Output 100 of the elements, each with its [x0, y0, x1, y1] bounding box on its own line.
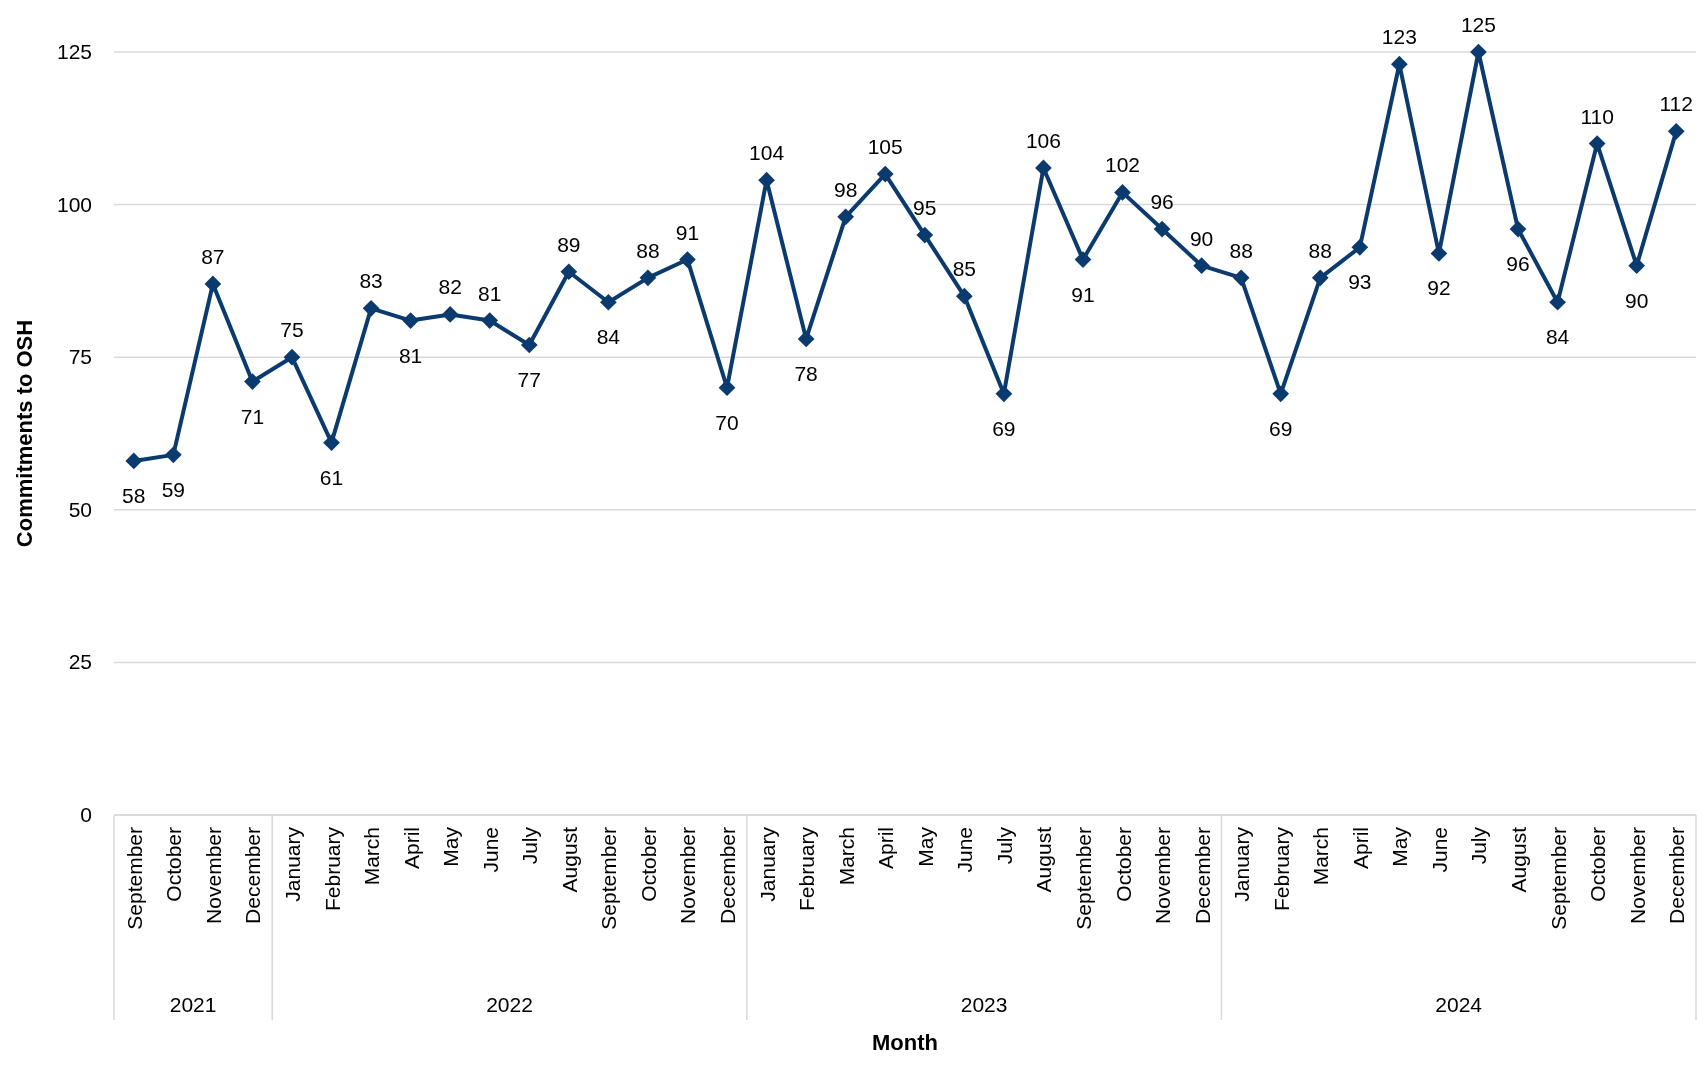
point — [797, 330, 815, 348]
point — [1035, 159, 1052, 177]
x-tick-label: February — [320, 826, 344, 912]
data-label: 69 — [992, 416, 1016, 440]
data-label: 84 — [596, 325, 621, 349]
x-tick-label: March — [360, 827, 384, 886]
text: 2024 — [1435, 993, 1483, 1016]
point — [481, 312, 499, 329]
data-label: 83 — [359, 269, 383, 293]
point — [560, 263, 578, 281]
data-label: 90 — [1189, 226, 1214, 250]
data-label: 59 — [161, 477, 185, 501]
x-tick-label: July — [1467, 826, 1491, 865]
data-label: 88 — [636, 238, 660, 262]
point — [995, 385, 1013, 403]
text: 2022 — [486, 993, 533, 1016]
x-tick-label: February — [1269, 826, 1293, 912]
data-label: 105 — [867, 135, 903, 159]
x-tick-label: December — [1190, 827, 1214, 924]
point — [1549, 293, 1566, 311]
data-label: 91 — [1071, 282, 1095, 306]
x-tick-label: June — [478, 827, 502, 873]
data-label: 91 — [675, 220, 700, 244]
x-tick-label: November — [1151, 827, 1175, 924]
x-tick-label: October — [636, 827, 660, 902]
x-tick-label: April — [399, 827, 423, 870]
x-tick-label: October — [1111, 827, 1135, 902]
point — [520, 336, 538, 354]
point — [204, 275, 222, 293]
y-tick-label: 25 — [68, 650, 92, 674]
y-tick-label: 125 — [56, 40, 92, 63]
x-tick-label: May — [439, 826, 463, 867]
data-label: 88 — [1229, 238, 1253, 262]
x-tick-label: November — [1625, 827, 1649, 924]
point — [639, 269, 657, 287]
x-tick-label: December — [716, 827, 740, 924]
data-label: 89 — [557, 232, 581, 256]
x-tick-label: July — [518, 826, 542, 865]
data-label: 88 — [1308, 238, 1332, 262]
y-axis-title: Commitments to OSH — [12, 319, 37, 548]
data-label: 77 — [517, 367, 541, 391]
y-tick-label: 100 — [56, 192, 92, 216]
point — [600, 293, 617, 311]
x-tick-label: April — [874, 827, 898, 870]
y-tick-label: 75 — [68, 345, 92, 369]
point — [837, 208, 855, 226]
data-label: 95 — [913, 196, 937, 220]
data-label: 110 — [1580, 104, 1614, 128]
x-tick-label: September — [122, 827, 146, 930]
data-label: 104 — [749, 141, 785, 165]
data-label: 87 — [201, 244, 225, 268]
x-tick-label: November — [201, 827, 225, 924]
point — [916, 226, 934, 244]
data-label: 123 — [1381, 25, 1417, 49]
data-label: 81 — [398, 343, 423, 367]
x-tick-label: May — [1388, 826, 1412, 867]
point — [441, 306, 459, 323]
point — [1193, 257, 1210, 274]
x-tick-label: July — [992, 826, 1016, 865]
data-label: 78 — [794, 361, 818, 385]
point — [402, 312, 419, 329]
data-label: 71 — [240, 404, 265, 428]
point — [1074, 251, 1092, 268]
point — [362, 300, 380, 317]
point — [1232, 269, 1250, 287]
y-tick-label: 0 — [80, 803, 92, 826]
x-tick-label: May — [913, 826, 937, 867]
point — [1114, 184, 1131, 201]
data-label: 69 — [1269, 416, 1293, 440]
data-label: 70 — [715, 410, 739, 434]
data-label: 61 — [319, 465, 344, 489]
point — [283, 348, 301, 366]
data-label: 125 — [1460, 13, 1496, 36]
point — [1588, 135, 1606, 152]
x-tick-label: September — [1071, 827, 1095, 930]
x-tick-label: November — [676, 827, 700, 924]
data-label: 58 — [122, 483, 146, 507]
x-tick-label: June — [1427, 827, 1451, 873]
point — [876, 165, 894, 183]
text: 2021 — [169, 993, 217, 1016]
point — [323, 434, 340, 452]
x-tick-label: October — [162, 827, 186, 902]
data-label: 98 — [834, 177, 858, 201]
x-tick-label: March — [834, 827, 858, 886]
x-tick-label: December — [241, 827, 265, 924]
x-tick-label: February — [795, 826, 819, 912]
x-tick-label: January — [280, 826, 304, 902]
point — [1509, 220, 1527, 238]
x-tick-label: March — [1309, 827, 1333, 886]
x-tick-label: April — [1348, 827, 1372, 870]
data-label: 96 — [1150, 190, 1174, 214]
point — [1351, 238, 1369, 256]
point — [1153, 220, 1171, 238]
data-label: 81 — [478, 281, 502, 305]
point — [679, 251, 696, 268]
data-label: 106 — [1025, 128, 1061, 152]
data-label: 93 — [1348, 270, 1372, 294]
data-label: 102 — [1105, 153, 1141, 177]
data-label: 82 — [438, 275, 462, 299]
point — [1311, 269, 1329, 287]
